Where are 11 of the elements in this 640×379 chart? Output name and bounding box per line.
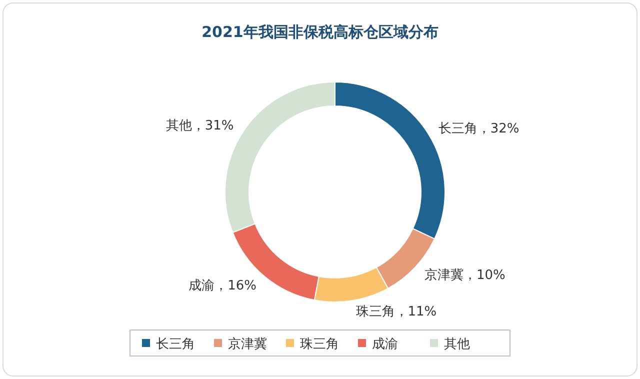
data-label: 京津冀，10% [424, 268, 506, 284]
data-label: 其他，31% [166, 118, 234, 134]
data-label: 成渝，16% [188, 278, 257, 294]
data-label: 珠三角，11% [356, 304, 437, 320]
legend-label: 其他 [444, 337, 470, 352]
legend-label: 长三角 [156, 337, 195, 352]
legend-label: 京津冀 [228, 337, 267, 352]
legend-label: 珠三角 [300, 337, 339, 352]
chart-title: 2021年我国非保税高标仓区域分布 [202, 23, 438, 41]
data-label: 长三角，32% [438, 122, 520, 137]
legend-label: 成渝 [372, 337, 398, 352]
